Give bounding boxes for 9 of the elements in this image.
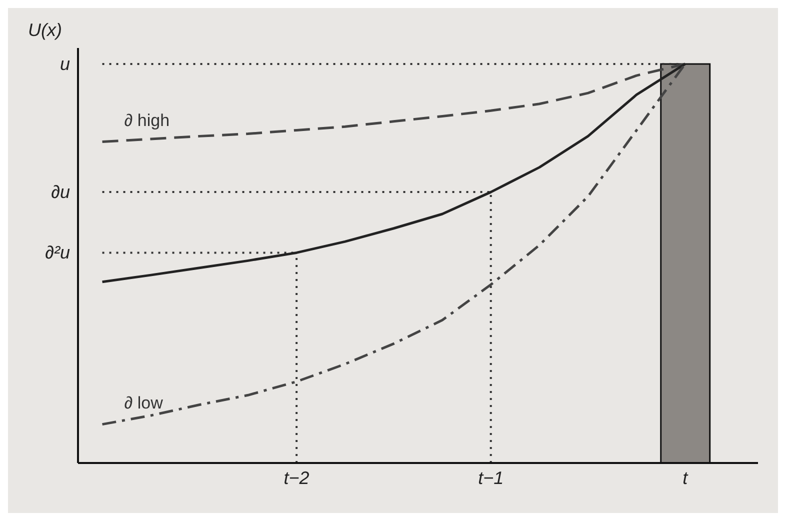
x-tick-label: t−2 bbox=[284, 468, 310, 488]
x-tick-label: t bbox=[682, 468, 689, 488]
ref-line-label: ∂²u bbox=[45, 242, 70, 263]
series-label: ∂ low bbox=[124, 393, 164, 412]
x-tick-label: t−1 bbox=[478, 468, 504, 488]
ref-line-label: u bbox=[60, 54, 70, 74]
series-label: ∂ high bbox=[124, 110, 170, 130]
y-axis-title: U(x) bbox=[28, 20, 62, 40]
ref-line-label: ∂u bbox=[51, 182, 70, 202]
